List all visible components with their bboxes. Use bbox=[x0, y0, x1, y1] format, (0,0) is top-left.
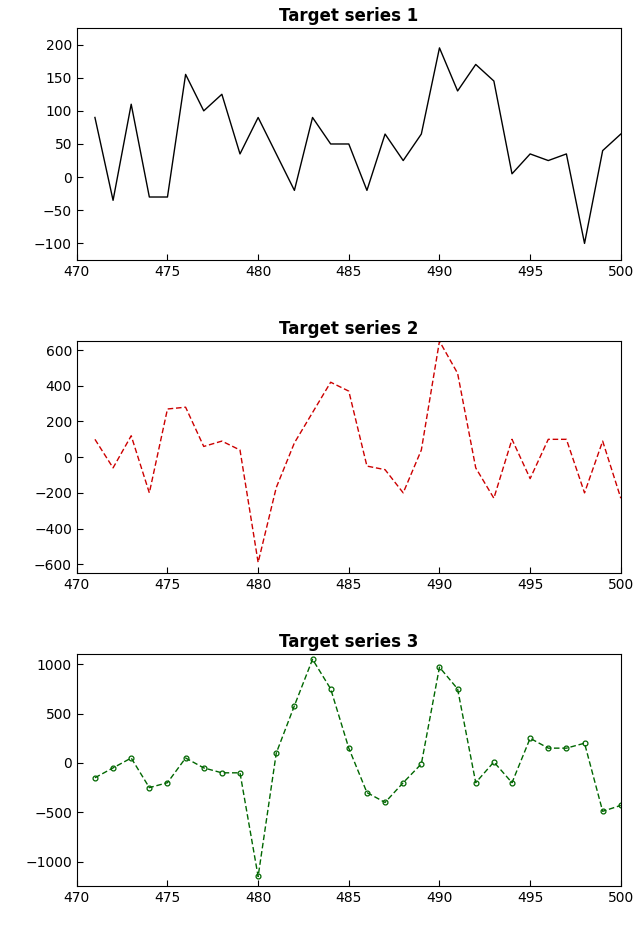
Title: Target series 2: Target series 2 bbox=[279, 320, 419, 339]
Title: Target series 3: Target series 3 bbox=[279, 634, 419, 651]
Title: Target series 1: Target series 1 bbox=[279, 7, 419, 25]
